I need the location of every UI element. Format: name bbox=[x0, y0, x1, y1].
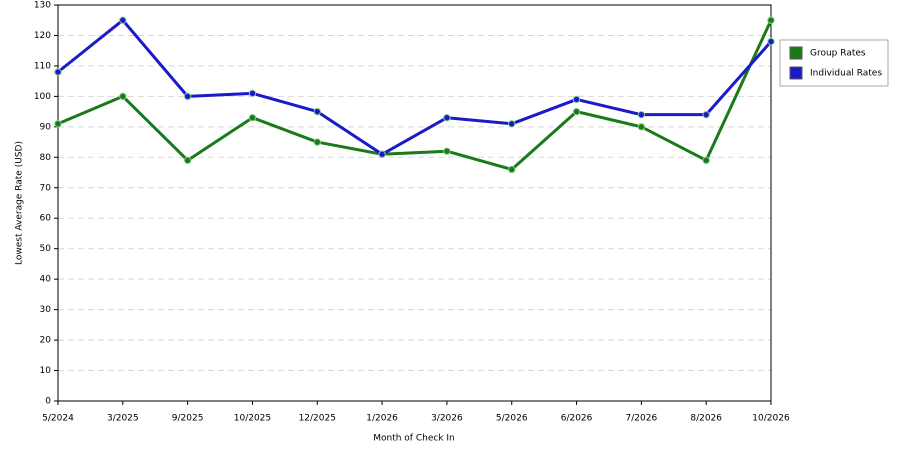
data-point bbox=[313, 107, 321, 116]
x-tick-label: 7/2026 bbox=[626, 414, 658, 424]
plot-frame bbox=[57, 4, 772, 402]
x-tick-label: 5/2026 bbox=[496, 414, 528, 424]
data-point bbox=[767, 37, 775, 46]
data-point bbox=[248, 89, 257, 98]
x-tick-label: 8/2026 bbox=[690, 414, 722, 424]
legend-swatch bbox=[789, 46, 803, 60]
data-point bbox=[183, 92, 192, 101]
data-point bbox=[443, 114, 451, 122]
y-tick-label: 130 bbox=[34, 1, 51, 11]
x-tick-label: 10/2025 bbox=[234, 414, 271, 424]
y-tick-label: 0 bbox=[45, 397, 51, 407]
series-line bbox=[57, 18, 773, 156]
y-tick-label: 90 bbox=[40, 122, 52, 132]
y-tick-label: 120 bbox=[34, 31, 51, 41]
data-point bbox=[572, 107, 581, 116]
data-point bbox=[54, 68, 62, 76]
y-tick-label: 80 bbox=[40, 153, 52, 163]
x-tick-label: 5/2024 bbox=[42, 414, 74, 424]
y-tick-label: 70 bbox=[40, 183, 52, 193]
data-point bbox=[508, 165, 516, 174]
y-tick-label: 10 bbox=[40, 366, 52, 376]
data-point bbox=[443, 147, 451, 155]
y-tick-label: 60 bbox=[40, 214, 52, 224]
data-point bbox=[702, 110, 710, 119]
data-point bbox=[702, 156, 710, 165]
x-axis-label: Month of Check In bbox=[373, 434, 455, 444]
y-tick-label: 40 bbox=[40, 275, 52, 285]
x-tick-label: 6/2026 bbox=[561, 414, 593, 424]
series-line bbox=[57, 19, 773, 171]
x-tick-label: 12/2025 bbox=[299, 414, 336, 424]
data-point bbox=[119, 16, 127, 24]
data-point bbox=[637, 110, 646, 119]
data-point bbox=[378, 150, 386, 158]
data-point bbox=[248, 114, 257, 122]
x-tick-label: 10/2026 bbox=[752, 414, 790, 424]
legend-label: Group Rates bbox=[810, 49, 866, 59]
legend-label: Individual Rates bbox=[810, 69, 882, 79]
y-tick-label: 100 bbox=[34, 92, 51, 102]
data-point bbox=[508, 120, 516, 128]
data-point bbox=[572, 95, 581, 104]
data-point bbox=[183, 156, 192, 165]
legend-swatch bbox=[789, 66, 803, 80]
x-tick-label: 1/2026 bbox=[366, 414, 398, 424]
x-tick-label: 3/2025 bbox=[107, 414, 139, 424]
data-point bbox=[119, 92, 127, 101]
x-tick-label: 9/2025 bbox=[172, 414, 204, 424]
y-tick-label: 20 bbox=[40, 336, 52, 346]
data-point bbox=[54, 120, 62, 128]
x-tick-label: 3/2026 bbox=[431, 414, 463, 424]
data-point bbox=[313, 138, 321, 146]
y-tick-label: 110 bbox=[34, 61, 51, 71]
data-point bbox=[637, 123, 646, 131]
y-axis-label: Lowest Average Rate (USD) bbox=[15, 141, 25, 265]
y-tick-label: 30 bbox=[40, 305, 52, 315]
data-point bbox=[767, 16, 775, 24]
y-tick-label: 50 bbox=[40, 244, 52, 254]
